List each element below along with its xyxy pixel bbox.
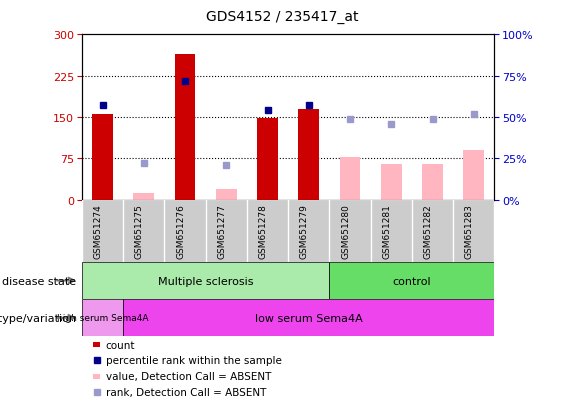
Bar [329, 200, 371, 262]
Bar [329, 262, 494, 299]
Bar [463, 151, 484, 200]
Bar [164, 200, 206, 262]
Bar [216, 189, 237, 200]
Bar [340, 157, 360, 200]
Bar [288, 200, 329, 262]
Bar [82, 200, 123, 262]
Bar [92, 115, 113, 200]
Text: GSM651280: GSM651280 [341, 204, 350, 258]
Bar [82, 262, 329, 299]
Text: rank, Detection Call = ABSENT: rank, Detection Call = ABSENT [106, 387, 266, 397]
Text: GSM651279: GSM651279 [300, 204, 309, 258]
Bar [93, 374, 100, 379]
Bar [82, 299, 123, 337]
Text: disease state: disease state [2, 276, 76, 286]
Bar [371, 200, 412, 262]
Text: low serum Sema4A: low serum Sema4A [255, 313, 363, 323]
Text: percentile rank within the sample: percentile rank within the sample [106, 356, 281, 366]
Bar [175, 55, 195, 200]
Bar [412, 200, 453, 262]
Text: count: count [106, 340, 135, 350]
Bar [298, 109, 319, 200]
Text: GSM651275: GSM651275 [135, 204, 144, 258]
Bar [422, 164, 443, 200]
Bar [93, 342, 100, 347]
Bar [247, 200, 288, 262]
Text: GSM651277: GSM651277 [218, 204, 226, 258]
Bar [257, 119, 278, 200]
Text: high serum Sema4A: high serum Sema4A [57, 313, 148, 323]
Text: GDS4152 / 235417_at: GDS4152 / 235417_at [206, 10, 359, 24]
Text: GSM651282: GSM651282 [424, 204, 433, 258]
Bar [123, 200, 164, 262]
Text: value, Detection Call = ABSENT: value, Detection Call = ABSENT [106, 371, 271, 381]
Text: GSM651283: GSM651283 [465, 204, 474, 258]
Bar [133, 194, 154, 200]
Text: genotype/variation: genotype/variation [0, 313, 76, 323]
Text: GSM651281: GSM651281 [383, 204, 392, 258]
Bar [381, 164, 402, 200]
Text: GSM651278: GSM651278 [259, 204, 268, 258]
Bar [206, 200, 247, 262]
Text: Multiple sclerosis: Multiple sclerosis [158, 276, 254, 286]
Text: control: control [393, 276, 431, 286]
Bar [453, 200, 494, 262]
Text: GSM651274: GSM651274 [94, 204, 103, 258]
Text: GSM651276: GSM651276 [176, 204, 185, 258]
